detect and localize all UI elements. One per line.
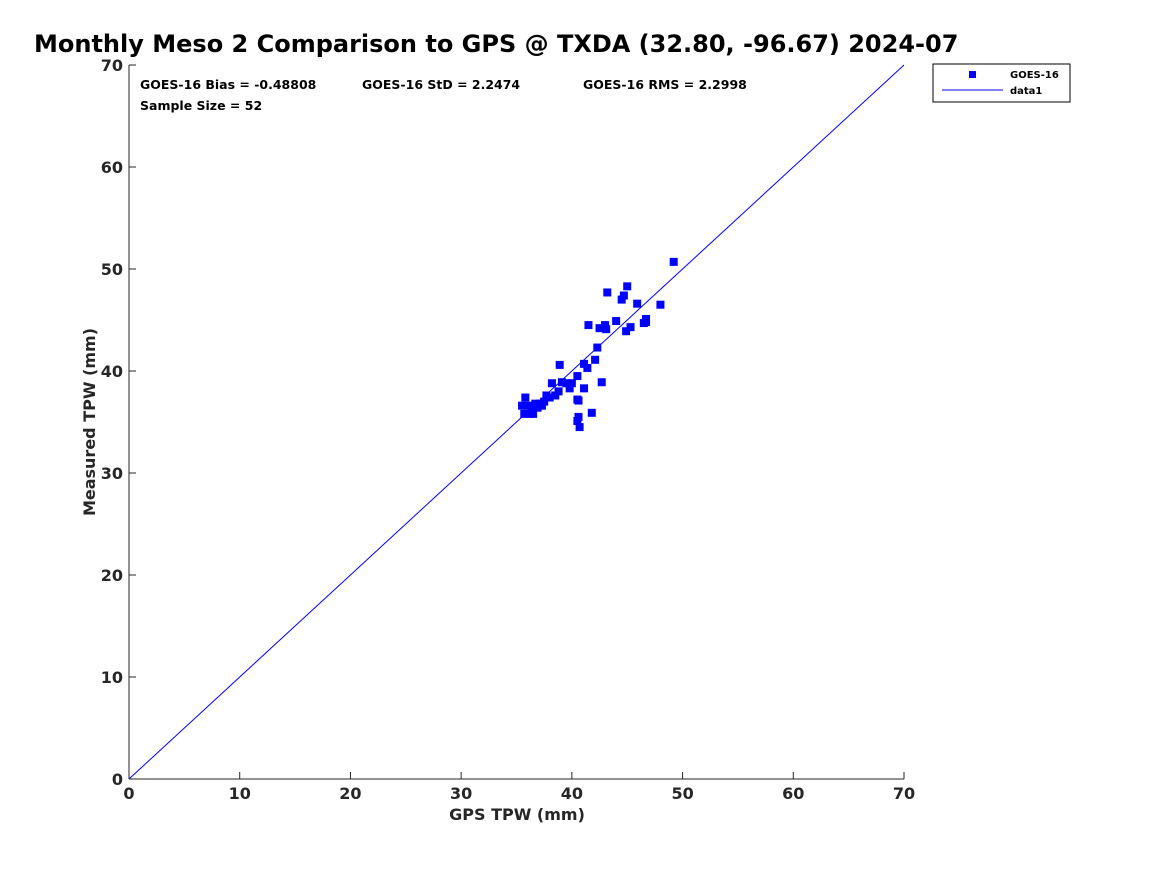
x-tick-label: 20 — [339, 784, 361, 803]
data-point — [626, 323, 635, 332]
data-point — [584, 321, 593, 330]
data-point — [580, 359, 589, 368]
data-point — [583, 363, 592, 372]
data-point — [623, 282, 632, 291]
y-axis-label: Measured TPW (mm) — [80, 328, 99, 516]
data-point — [603, 288, 612, 297]
data-point — [567, 379, 576, 388]
y-tick-label: 30 — [101, 464, 123, 483]
data-point — [545, 393, 554, 402]
data-point — [595, 324, 604, 333]
data-point — [551, 391, 560, 400]
data-point — [656, 300, 665, 309]
data-point — [622, 327, 631, 336]
data-point — [591, 355, 600, 364]
data-point — [597, 378, 606, 387]
x-tick-label: 50 — [671, 784, 693, 803]
data-point — [529, 409, 538, 418]
plot-area — [128, 64, 905, 780]
data-point — [575, 423, 584, 432]
data-point — [521, 393, 530, 402]
x-tick-label: 60 — [782, 784, 804, 803]
data-point — [612, 317, 621, 326]
data-point — [531, 399, 540, 408]
data-point — [573, 372, 582, 381]
data-point — [540, 397, 549, 406]
data-point — [587, 408, 596, 417]
data-point — [601, 321, 610, 330]
data-point — [547, 379, 556, 388]
y-tick-label: 70 — [101, 56, 123, 75]
data-point — [669, 257, 678, 266]
rms-annotation: GOES-16 RMS = 2.2998 — [583, 77, 747, 92]
data-point — [633, 299, 642, 308]
y-tick-label: 20 — [101, 566, 123, 585]
legend-label-goes16: GOES-16 — [1010, 70, 1059, 81]
x-axis-label: GPS TPW (mm) — [449, 805, 585, 824]
x-tick-label: 10 — [229, 784, 251, 803]
data-point — [518, 401, 527, 410]
data-point — [562, 379, 571, 388]
data-point — [617, 295, 626, 304]
data-point — [537, 401, 546, 410]
y-tick-label: 0 — [112, 770, 123, 789]
y-tick-label: 50 — [101, 260, 123, 279]
chart-title: Monthly Meso 2 Comparison to GPS @ TXDA … — [34, 30, 958, 58]
data-point — [523, 401, 532, 410]
sample-size-annotation: Sample Size = 52 — [140, 98, 262, 113]
data-point — [557, 378, 566, 387]
data-point — [574, 396, 583, 405]
std-annotation: GOES-16 StD = 2.2474 — [362, 77, 520, 92]
bias-annotation: GOES-16 Bias = -0.48808 — [140, 77, 316, 92]
axes: 0 10 20 30 40 50 60 70 0 10 20 30 40 50 60 70 — [101, 56, 915, 803]
data-point — [555, 360, 564, 369]
data-point — [580, 384, 589, 393]
y-tick-label: 60 — [101, 158, 123, 177]
y-tick-label: 40 — [101, 362, 123, 381]
legend: GOES-16 data1 — [932, 63, 1071, 103]
x-tick-label: 40 — [561, 784, 583, 803]
data-point — [602, 325, 611, 334]
data-point — [565, 384, 574, 393]
data-point — [573, 416, 582, 425]
data-point — [642, 318, 651, 327]
data-point — [533, 403, 542, 412]
series-line-data1 — [128, 64, 905, 780]
data-point — [520, 409, 529, 418]
x-tick-label: 30 — [450, 784, 472, 803]
data-point — [619, 291, 628, 300]
x-tick-label: 0 — [123, 784, 134, 803]
data-point — [574, 412, 583, 421]
data-point — [554, 387, 563, 396]
y-tick-label: 10 — [101, 668, 123, 687]
legend-marker-goes16 — [969, 71, 976, 78]
legend-label-data1: data1 — [1010, 86, 1042, 97]
legend-box — [932, 63, 1071, 103]
x-tick-label: 70 — [893, 784, 915, 803]
